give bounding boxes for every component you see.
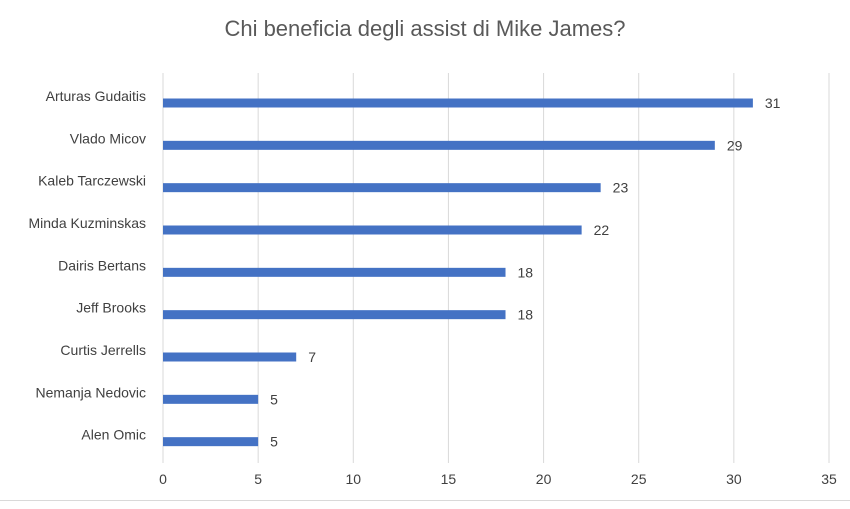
data-label: 22 xyxy=(594,222,610,238)
data-label: 18 xyxy=(518,307,534,323)
bar xyxy=(163,437,259,447)
data-label: 7 xyxy=(308,349,316,365)
category-label: Vlado Micov xyxy=(70,130,146,146)
category-label: Alen Omic xyxy=(81,427,146,443)
x-tick-label: 5 xyxy=(254,471,262,487)
category-label: Curtis Jerrells xyxy=(60,342,146,358)
category-label: Dairis Bertans xyxy=(58,257,146,273)
bottom-divider xyxy=(0,500,850,501)
category-labels: Arturas Gudaitis Vlado Micov Kaleb Tarczew… xyxy=(29,88,147,443)
x-tick-label: 30 xyxy=(726,471,742,487)
category-label: Jeff Brooks xyxy=(76,300,146,316)
data-labels: 31 29 23 22 18 18 7 5 5 xyxy=(270,95,781,450)
bar xyxy=(163,140,715,150)
x-tick-label: 15 xyxy=(441,471,457,487)
data-label: 31 xyxy=(765,95,781,111)
category-label: Arturas Gudaitis xyxy=(46,88,146,104)
x-tick-label: 0 xyxy=(159,471,167,487)
bar xyxy=(163,225,582,235)
bar xyxy=(163,183,601,193)
bar xyxy=(163,394,259,404)
category-label: Minda Kuzminskas xyxy=(29,215,147,231)
x-tick-label: 10 xyxy=(345,471,361,487)
category-label: Nemanja Nedovic xyxy=(36,384,147,400)
bars xyxy=(163,98,753,447)
x-tick-label: 35 xyxy=(821,471,837,487)
data-label: 5 xyxy=(270,391,278,407)
bar xyxy=(163,310,506,320)
x-tick-label: 20 xyxy=(536,471,552,487)
data-label: 29 xyxy=(727,137,743,153)
chart-title: Chi beneficia degli assist di Mike James… xyxy=(224,16,626,41)
x-tick-label: 25 xyxy=(631,471,647,487)
x-tick-labels: 0 5 10 15 20 25 30 35 xyxy=(159,471,837,487)
category-label: Kaleb Tarczewski xyxy=(38,173,146,189)
data-label: 18 xyxy=(518,264,534,280)
bar xyxy=(163,352,297,362)
data-label: 5 xyxy=(270,434,278,450)
bar xyxy=(163,267,506,277)
bar xyxy=(163,98,753,108)
data-label: 23 xyxy=(613,180,629,196)
